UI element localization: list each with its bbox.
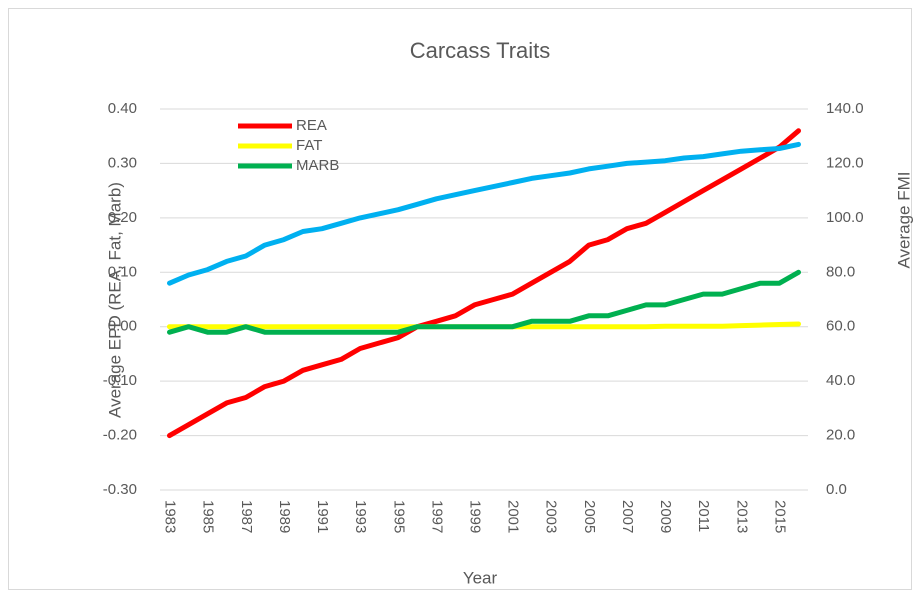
x-tick-label: 2007 [619,500,636,533]
x-tick-label: 2015 [771,500,788,533]
x-tick-label: 2003 [543,500,560,533]
x-tick-label: 1993 [352,500,369,533]
x-tick-label: 1989 [276,500,293,533]
chart-title: Carcass Traits [410,38,551,63]
x-tick-label: 1997 [428,500,445,533]
y2-tick-label: 20.0 [826,427,855,444]
y2-tick-label: 80.0 [826,263,855,280]
y-tick-label: 0.00 [108,318,137,335]
x-axis-title: Year [463,568,498,587]
series-line [167,269,801,335]
y-axis-title: Average EPD (REA, Fat, Marb) [105,182,124,418]
y-tick-label: -0.20 [103,427,137,444]
legend-label: FAT [296,137,322,154]
series-line [167,128,801,439]
y2-tick-label: 140.0 [826,100,864,117]
x-tick-label: 2001 [505,500,522,533]
y-tick-label: -0.30 [103,481,137,498]
y2-tick-label: 60.0 [826,318,855,335]
y2-tick-label: 0.0 [826,481,847,498]
x-tick-label: 1999 [467,500,484,533]
legend-label: REA [296,117,327,134]
y2-tick-label: 120.0 [826,154,864,171]
x-tick-label: 2009 [657,500,674,533]
legend-label: MARB [296,157,339,174]
y2-axis-title: Average FMI [894,171,913,268]
chart-frame [8,8,912,590]
x-tick-label: 1991 [314,500,331,533]
x-tick-label: 2005 [581,500,598,533]
y2-tick-label: 100.0 [826,209,864,226]
y-tick-label: -0.10 [103,372,137,389]
x-tick-label: 2013 [733,500,750,533]
x-tick-label: 1983 [162,500,179,533]
x-tick-label: 1985 [200,500,217,533]
x-tick-label: 1987 [238,500,255,533]
y2-tick-label: 40.0 [826,372,855,389]
y-tick-label: 0.20 [108,209,137,226]
y-tick-label: 0.40 [108,100,137,117]
y-tick-label: 0.10 [108,263,137,280]
series-line [167,141,801,286]
y-tick-label: 0.30 [108,154,137,171]
x-tick-label: 1995 [390,500,407,533]
x-tick-label: 2011 [695,500,712,532]
